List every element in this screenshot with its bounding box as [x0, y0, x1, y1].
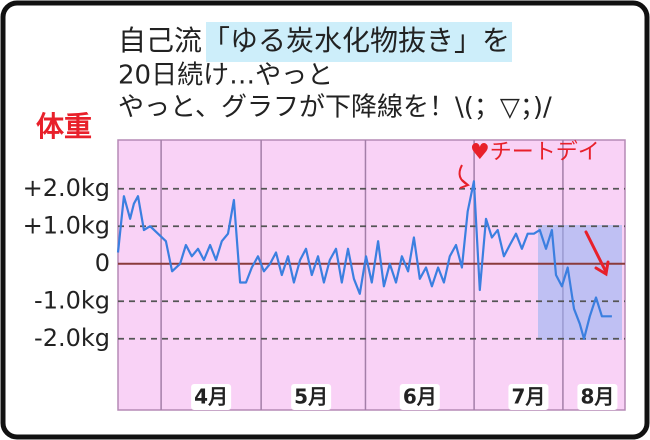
title-line: やっと、グラフが下降線を！\(；▽；)/ — [118, 93, 552, 123]
x-tick-label: 6月 — [403, 385, 437, 409]
y-tick-label: -2.0kg — [34, 324, 110, 352]
annotation: ♥チートデイ — [470, 140, 600, 165]
y-axis-label: 体重 — [36, 110, 92, 143]
trend-arrow — [584, 230, 610, 277]
x-tick-label: 5月 — [294, 385, 328, 409]
x-tick-chip — [291, 384, 332, 410]
x-tick-label: 4月 — [194, 385, 228, 409]
x-tick-label: 8月 — [580, 385, 614, 409]
annotation-arrow — [458, 164, 470, 189]
y-tick-label: 0 — [95, 249, 110, 277]
x-tick-chip — [191, 384, 232, 410]
highlight-box — [538, 225, 622, 340]
y-tick-label: -1.0kg — [34, 286, 110, 314]
title-line: 自己流「ゆる炭水化物抜き」を — [118, 24, 510, 57]
x-tick-chip — [399, 384, 440, 410]
x-tick-label: 7月 — [511, 385, 545, 409]
data-line — [116, 180, 612, 340]
title-line: 20日続け…やっと — [118, 61, 333, 91]
y-tick-label: +1.0kg — [23, 211, 110, 239]
title-highlight — [206, 22, 512, 62]
x-tick-chip — [577, 384, 618, 410]
y-tick-label: +2.0kg — [23, 174, 110, 202]
x-tick-chip — [508, 384, 549, 410]
